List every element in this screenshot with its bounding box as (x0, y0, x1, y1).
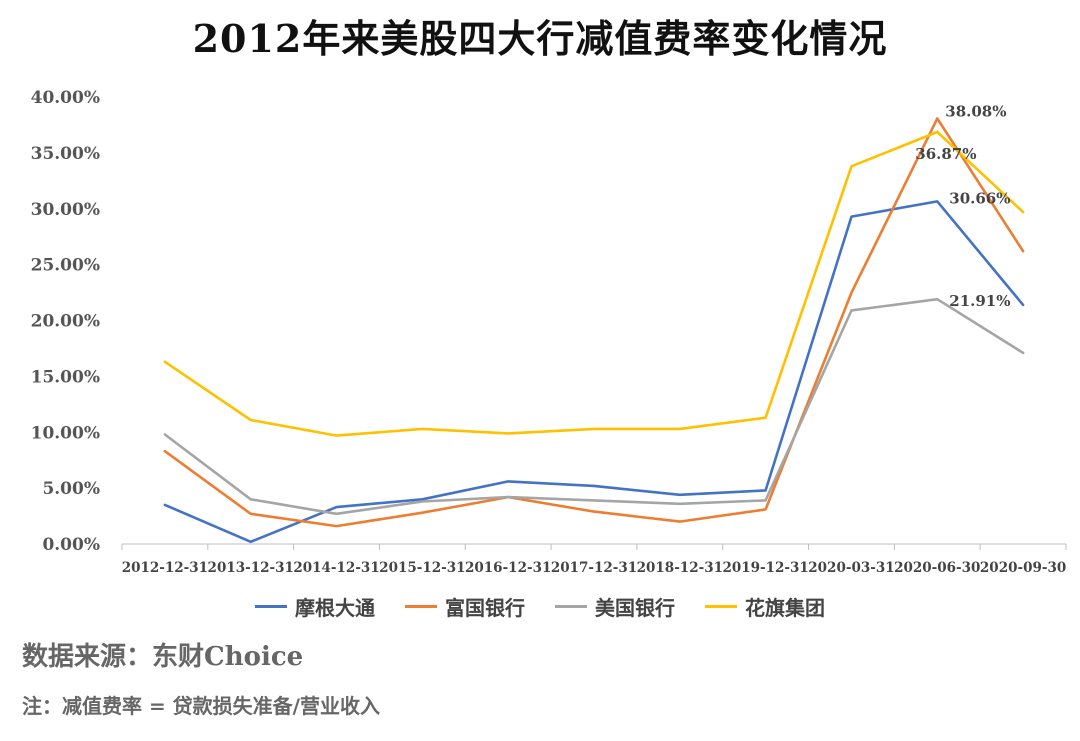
y-tick-label: 5.00% (42, 479, 100, 499)
x-tick-label: 2020-09-30 (980, 560, 1066, 576)
x-tick-label: 2016-12-31 (465, 560, 551, 576)
legend-item-4: 花旗集团 (705, 592, 825, 621)
legend-swatch (555, 605, 587, 608)
line-chart: 0.00% 5.00% 10.00% 15.00% 20.00% 25.00% 30.00%… (31, 88, 1067, 576)
y-tick-label: 40.00% (31, 88, 100, 108)
x-tick-label: 2013-12-31 (208, 560, 294, 576)
y-tick-label: 35.00% (31, 144, 100, 164)
legend-item-3: 美国银行 (555, 592, 675, 621)
footnote: 注：减值费率 = 贷款损失准备/营业收入 (22, 694, 380, 718)
data-label: 21.91% (949, 292, 1010, 310)
y-tick-label: 0.00% (42, 535, 100, 555)
x-tick-label: 2014-12-31 (293, 560, 379, 576)
x-tick-label: 2015-12-31 (379, 560, 465, 576)
legend-swatch (705, 605, 737, 608)
data-label: 36.87% (915, 145, 976, 163)
y-tick-label: 15.00% (31, 367, 100, 387)
y-tick-label: 20.00% (31, 312, 100, 332)
x-tick-label: 2020-03-31 (808, 560, 894, 576)
label-layer: 38.08% 36.87% 30.66% 21.91% (915, 102, 1010, 310)
legend-item-2: 富国银行 (405, 592, 525, 621)
series-line-1 (163, 200, 1025, 544)
x-tick-label: 2012-12-31 (122, 560, 208, 576)
series-line-2 (163, 117, 1025, 528)
axis-layer: 0.00% 5.00% 10.00% 15.00% 20.00% 25.00% 30.00%… (31, 88, 1067, 576)
x-tick-label: 2017-12-31 (551, 560, 637, 576)
x-tick-label: 2020-06-30 (894, 560, 980, 576)
data-label: 30.66% (949, 189, 1010, 207)
legend-swatch (405, 605, 437, 608)
data-label: 38.08% (945, 102, 1006, 120)
legend-label: 富国银行 (445, 596, 525, 620)
y-tick-label: 25.00% (31, 256, 100, 276)
y-tick-label: 10.00% (31, 423, 100, 443)
legend: 摩根大通 富国银行 美国银行 花旗集团 (0, 592, 1080, 621)
x-tick-label: 2019-12-31 (722, 560, 808, 576)
legend-label: 摩根大通 (295, 596, 375, 620)
legend-swatch (255, 605, 287, 608)
x-tick-label: 2018-12-31 (637, 560, 723, 576)
legend-label: 美国银行 (595, 596, 675, 620)
legend-item-1: 摩根大通 (255, 592, 375, 621)
chart-title: 2012年来美股四大行减值费率变化情况 (192, 16, 888, 61)
legend-label: 花旗集团 (745, 596, 825, 620)
series-layer (163, 117, 1025, 544)
series-line-4 (163, 130, 1025, 437)
y-tick-label: 30.00% (31, 200, 100, 220)
data-source: 数据来源：东财Choice (22, 642, 304, 672)
series-line-3 (163, 297, 1025, 516)
